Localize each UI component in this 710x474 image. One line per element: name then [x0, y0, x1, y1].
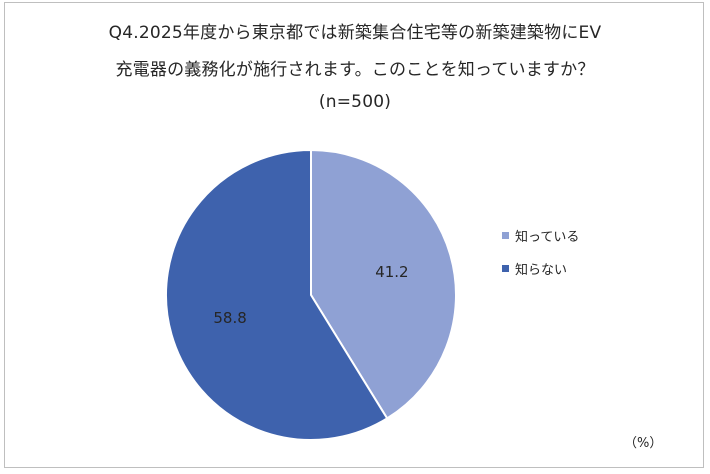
legend-item-unaware: 知らない — [502, 259, 579, 278]
data-label-aware: 41.2 — [375, 263, 408, 281]
legend-swatch-unaware — [502, 264, 509, 272]
chart-title-sample-size: (n=500) — [318, 92, 392, 112]
legend-swatch-aware — [502, 231, 509, 239]
chart-title-line-1: Q4.2025年度から東京都では新築集合住宅等の新築建築物にEV — [108, 23, 602, 43]
pie-slice-unaware — [165, 149, 389, 441]
pie-slice-aware — [310, 149, 457, 420]
legend-label-aware: 知っている — [515, 229, 580, 245]
legend: 知っている 知らない — [502, 226, 579, 292]
legend-label-unaware: 知らない — [515, 262, 568, 278]
data-label-unaware: 58.8 — [213, 309, 246, 327]
unit-label: （%） — [624, 436, 663, 451]
legend-item-aware: 知っている — [502, 226, 580, 245]
chart-title-line-2: 充電器の義務化が施行されます。このことを知っていますか？ — [115, 60, 595, 80]
